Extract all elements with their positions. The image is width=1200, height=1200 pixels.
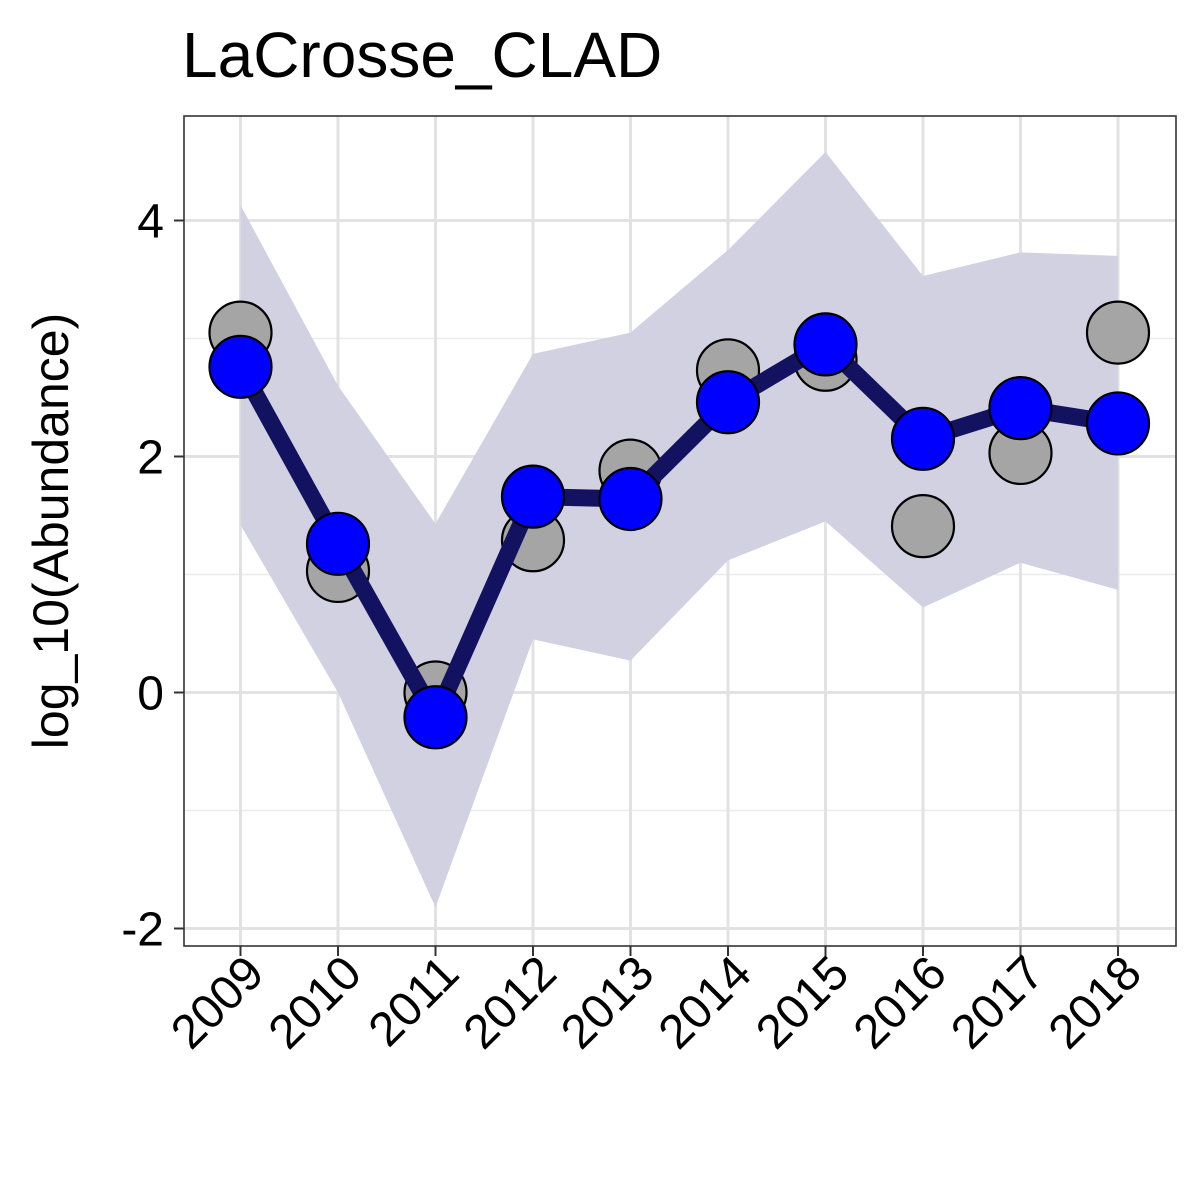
x-tick-label: 2012 bbox=[454, 946, 567, 1059]
x-tick-label: 2014 bbox=[649, 946, 762, 1059]
chart-title: LaCrosse_CLAD bbox=[182, 19, 662, 91]
x-tick-label: 2015 bbox=[746, 946, 859, 1059]
x-tick-label: 2013 bbox=[551, 946, 664, 1059]
x-tick-label: 2018 bbox=[1039, 946, 1152, 1059]
fitted-point bbox=[988, 376, 1053, 441]
y-tick-label: 4 bbox=[137, 196, 164, 249]
x-tick-label: 2016 bbox=[844, 946, 957, 1059]
fitted-point bbox=[403, 685, 468, 750]
fitted-line-layer bbox=[232, 335, 1127, 726]
y-tick-label: 2 bbox=[137, 432, 164, 485]
x-tick-label: 2010 bbox=[259, 946, 372, 1059]
observed-point bbox=[1085, 300, 1151, 365]
plot-border bbox=[183, 115, 1177, 947]
fitted-point bbox=[695, 370, 761, 435]
x-tick-label: 2017 bbox=[941, 946, 1054, 1059]
y-tick-label: 0 bbox=[137, 668, 164, 721]
x-tick-label: 2009 bbox=[161, 946, 274, 1059]
fitted-points-layer bbox=[208, 312, 1151, 750]
x-tick-label: 2011 bbox=[359, 946, 469, 1056]
observed-point bbox=[890, 494, 956, 559]
fitted-line bbox=[232, 335, 1127, 726]
y-axis-label: log_10(Abundance) bbox=[23, 313, 79, 749]
y-tick-label: -2 bbox=[121, 904, 164, 957]
fitted-point bbox=[208, 334, 273, 399]
fitted-point bbox=[305, 511, 371, 576]
fitted-point bbox=[500, 464, 566, 529]
fitted-point bbox=[598, 466, 663, 532]
fitted-point bbox=[1085, 391, 1151, 456]
fitted-point bbox=[890, 406, 956, 471]
fitted-point bbox=[793, 312, 858, 377]
